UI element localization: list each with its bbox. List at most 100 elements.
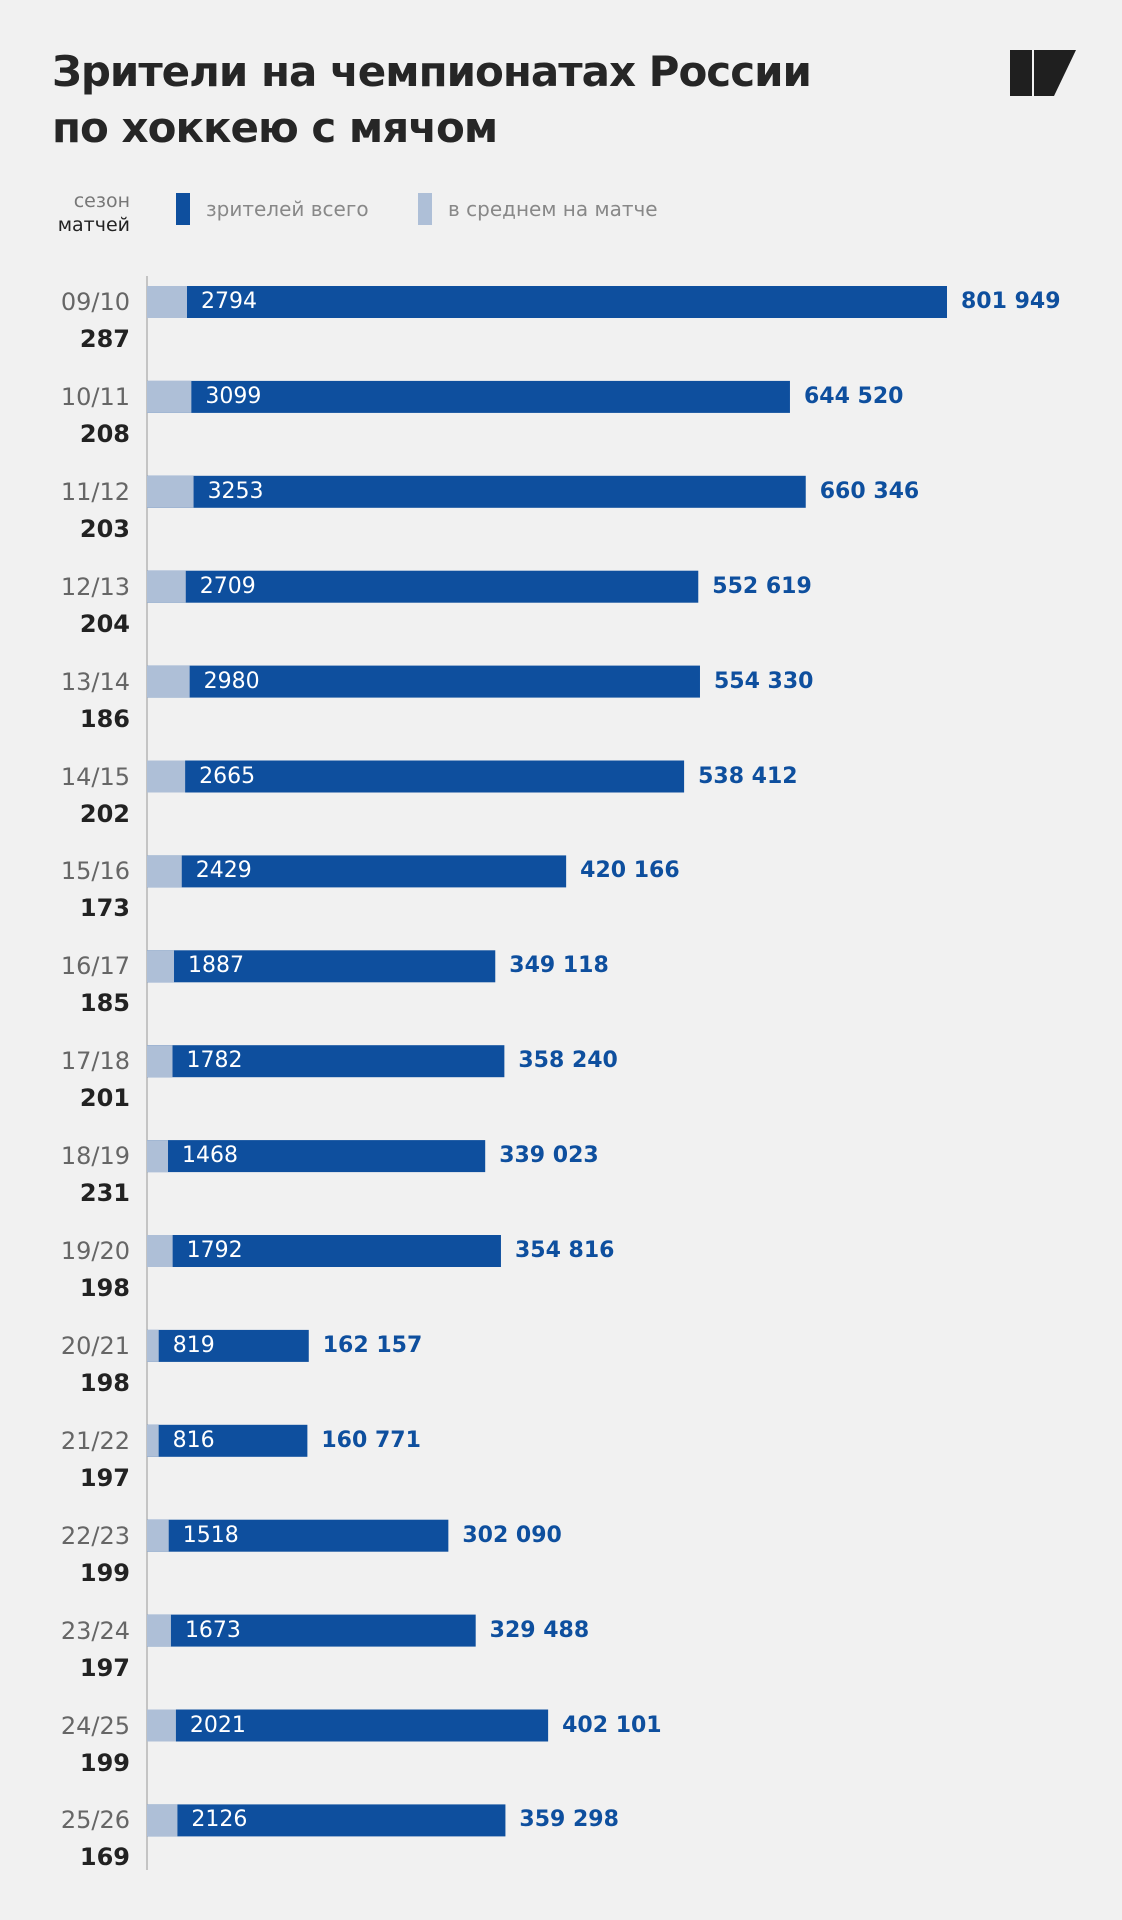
bar-avg-viewers bbox=[147, 380, 192, 413]
avg-value-label: 3253 bbox=[207, 478, 264, 504]
total-value-label: 162 157 bbox=[322, 1332, 423, 1358]
season-label: 10/11 bbox=[60, 382, 130, 411]
season-label: 15/16 bbox=[60, 857, 130, 886]
matches-label: 199 bbox=[79, 1748, 130, 1777]
avg-value-label: 1782 bbox=[186, 1048, 243, 1074]
total-value-label: 644 520 bbox=[803, 383, 904, 409]
bar-total-viewers bbox=[147, 1804, 506, 1837]
matches-label: 199 bbox=[79, 1558, 130, 1587]
season-label: 19/20 bbox=[60, 1237, 130, 1265]
avg-value-label: 2709 bbox=[199, 573, 256, 599]
season-label: 14/15 bbox=[60, 762, 130, 791]
avg-value-label: 2021 bbox=[189, 1712, 246, 1738]
bar-total-viewers bbox=[147, 1329, 309, 1362]
logo-left-stroke bbox=[1010, 50, 1032, 96]
bar-avg-viewers bbox=[147, 570, 186, 603]
total-value-label: 329 488 bbox=[489, 1617, 590, 1643]
matches-label: 169 bbox=[79, 1843, 130, 1872]
avg-value-label: 2126 bbox=[191, 1807, 248, 1833]
matches-label: 202 bbox=[79, 799, 130, 828]
avg-value-label: 2429 bbox=[195, 858, 252, 884]
chart-title: Зрители на чемпионатах России по хоккею … bbox=[52, 44, 952, 156]
legend-matches-label: матчей bbox=[57, 214, 130, 236]
bar-avg-viewers bbox=[147, 1804, 178, 1837]
total-value-label: 552 619 bbox=[712, 573, 812, 599]
bar-avg-viewers bbox=[147, 1424, 159, 1457]
bar-avg-viewers bbox=[147, 1329, 159, 1362]
total-value-label: 554 330 bbox=[713, 668, 814, 694]
bar-avg-viewers bbox=[147, 1709, 176, 1742]
total-value-label: 302 090 bbox=[462, 1522, 562, 1548]
season-label: 24/25 bbox=[60, 1711, 130, 1740]
bar-total-viewers bbox=[147, 380, 790, 413]
total-value-label: 801 949 bbox=[961, 289, 1061, 314]
season-label: 11/12 bbox=[60, 477, 130, 506]
bar-avg-viewers bbox=[147, 1235, 173, 1267]
avg-value-label: 1518 bbox=[182, 1522, 239, 1548]
bar-total-viewers bbox=[147, 855, 567, 888]
avg-value-label: 819 bbox=[172, 1332, 215, 1358]
bar-total-viewers bbox=[147, 1614, 476, 1647]
total-value-label: 420 166 bbox=[580, 858, 680, 884]
legend-total-label: зрителей всего bbox=[206, 197, 369, 221]
season-label: 25/26 bbox=[60, 1806, 130, 1835]
bar-total-viewers bbox=[147, 1140, 486, 1173]
season-label: 13/14 bbox=[60, 667, 130, 696]
season-label: 21/22 bbox=[60, 1426, 130, 1455]
total-value-label: 660 346 bbox=[819, 478, 920, 504]
season-label: 09/10 bbox=[60, 288, 130, 316]
avg-value-label: 2794 bbox=[201, 289, 257, 314]
matches-label: 203 bbox=[79, 514, 130, 543]
total-value-label: 354 816 bbox=[514, 1238, 615, 1263]
bar-avg-viewers bbox=[147, 286, 187, 318]
avg-value-label: 816 bbox=[172, 1427, 215, 1453]
season-label: 18/19 bbox=[60, 1142, 130, 1171]
logo-diagonal-stroke bbox=[1034, 50, 1076, 96]
matches-label: 198 bbox=[79, 1368, 130, 1397]
season-label: 22/23 bbox=[60, 1521, 130, 1550]
total-value-label: 349 118 bbox=[509, 953, 609, 979]
bar-avg-viewers bbox=[147, 855, 182, 888]
avg-value-label: 1887 bbox=[188, 953, 244, 979]
avg-value-label: 2980 bbox=[203, 668, 260, 694]
season-label: 17/18 bbox=[60, 1047, 130, 1076]
total-value-label: 160 771 bbox=[321, 1427, 421, 1453]
bar-total-viewers bbox=[147, 475, 806, 508]
avg-value-label: 1673 bbox=[184, 1617, 241, 1643]
season-label: 12/13 bbox=[60, 572, 130, 601]
matches-label: 198 bbox=[79, 1274, 130, 1302]
legend-avg-label: в среднем на матче bbox=[448, 197, 658, 221]
legend-total-swatch bbox=[176, 193, 190, 225]
bar-avg-viewers bbox=[147, 1140, 169, 1173]
matches-label: 173 bbox=[79, 894, 130, 923]
bar-avg-viewers bbox=[147, 950, 175, 983]
bar-avg-viewers bbox=[147, 475, 194, 508]
publisher-logo bbox=[1010, 50, 1076, 96]
season-label: 16/17 bbox=[60, 952, 130, 981]
bar-total-viewers bbox=[147, 950, 496, 983]
total-value-label: 402 101 bbox=[562, 1712, 662, 1738]
season-label: 20/21 bbox=[60, 1331, 130, 1360]
bar-total-viewers bbox=[147, 760, 685, 793]
matches-label: 201 bbox=[79, 1084, 130, 1113]
legend-season-label: сезон bbox=[73, 190, 130, 212]
bar-avg-viewers bbox=[147, 1614, 171, 1647]
bar-total-viewers bbox=[147, 1709, 549, 1742]
total-value-label: 358 240 bbox=[518, 1048, 618, 1074]
bar-avg-viewers bbox=[147, 760, 186, 793]
avg-value-label: 1792 bbox=[186, 1238, 243, 1263]
matches-label: 231 bbox=[79, 1179, 130, 1208]
matches-label: 208 bbox=[79, 419, 130, 448]
matches-label: 204 bbox=[79, 609, 130, 638]
avg-value-label: 1468 bbox=[182, 1143, 239, 1169]
matches-label: 197 bbox=[79, 1463, 130, 1492]
total-value-label: 359 298 bbox=[519, 1807, 619, 1833]
avg-value-label: 3099 bbox=[205, 383, 262, 409]
legend-avg-swatch bbox=[418, 193, 432, 225]
chart-title-line2: по хоккею с мячом bbox=[52, 103, 498, 152]
avg-value-label: 2665 bbox=[199, 763, 256, 789]
bar-total-viewers bbox=[147, 286, 947, 318]
bar-total-viewers bbox=[147, 1045, 505, 1078]
bar-avg-viewers bbox=[147, 1045, 173, 1078]
